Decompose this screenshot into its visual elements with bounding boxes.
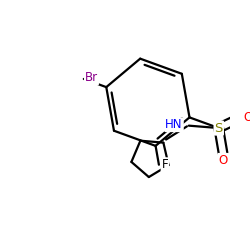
Text: S: S <box>214 122 223 134</box>
Text: Br: Br <box>85 71 98 84</box>
Text: F: F <box>162 158 168 171</box>
Text: HN: HN <box>165 118 183 131</box>
Text: O: O <box>218 154 228 167</box>
Text: O: O <box>244 111 250 124</box>
